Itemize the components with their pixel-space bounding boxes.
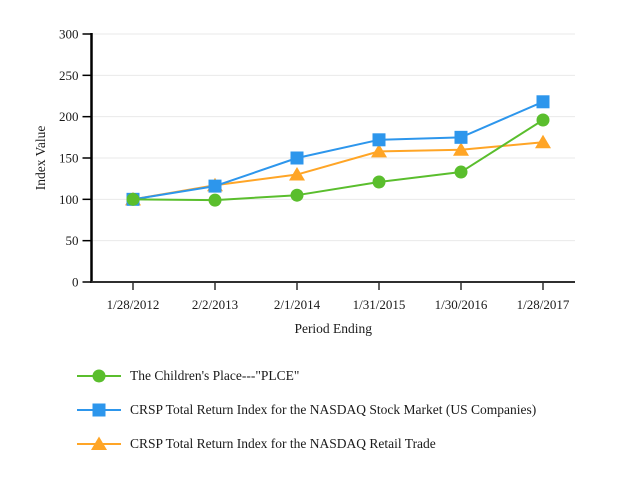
data-point-circle [126, 192, 140, 206]
data-point-square [536, 95, 550, 109]
y-tick-label: 300 [59, 27, 79, 42]
y-tick-label: 150 [59, 151, 79, 166]
legend-label-plce: The Children's Place---"PLCE" [130, 368, 300, 383]
series-2 [125, 134, 551, 206]
y-gridlines [92, 33, 575, 242]
data-point-square [92, 403, 106, 417]
series-0 [126, 113, 550, 207]
data-point-circle [536, 113, 550, 127]
y-tick-label: 250 [59, 68, 79, 83]
data-point-square [454, 130, 468, 144]
data-point-triangle [289, 167, 305, 181]
data-point-circle [454, 165, 468, 179]
legend-item-nasdaq-retail-trade: CRSP Total Return Index for the NASDAQ R… [77, 435, 536, 453]
x-axis-title: Period Ending [294, 321, 372, 336]
data-point-triangle [535, 134, 551, 149]
data-point-triangle [453, 142, 469, 156]
x-tick-label: 1/30/2016 [435, 297, 488, 312]
data-point-triangle [91, 436, 107, 450]
chart-legend: The Children's Place---"PLCE" CRSP Total… [77, 367, 536, 469]
x-tick-label: 2/1/2014 [274, 297, 321, 312]
y-tick-label: 0 [72, 275, 79, 290]
legend-label-nasdaq-retail-trade: CRSP Total Return Index for the NASDAQ R… [130, 436, 436, 451]
x-tick-label: 2/2/2013 [192, 297, 238, 312]
legend-marker-plce-circle-icon [77, 369, 121, 383]
data-point-circle [290, 188, 304, 202]
y-axis-ticks: 0 50 100 150 200 250 300 [59, 27, 92, 290]
series-1 [126, 95, 550, 206]
legend-marker-nasdaq-retail-triangle-icon [77, 436, 121, 450]
legend-marker-nasdaq-stock-square-icon [77, 403, 121, 417]
y-axis-title: Index Value [33, 126, 48, 191]
data-point-circle [92, 369, 106, 383]
y-tick-label: 100 [59, 192, 79, 207]
legend-item-plce: The Children's Place---"PLCE" [77, 367, 536, 385]
data-point-square [208, 179, 222, 193]
legend-label-nasdaq-stock-market: CRSP Total Return Index for the NASDAQ S… [130, 402, 537, 417]
y-tick-label: 50 [66, 233, 79, 248]
x-tick-label: 1/28/2017 [517, 297, 570, 312]
x-tick-label: 1/28/2012 [107, 297, 160, 312]
y-tick-label: 200 [59, 109, 79, 124]
data-point-square [290, 151, 304, 165]
x-axis-ticks: 1/28/2012 2/2/2013 2/1/2014 1/31/2015 1/30/2… [107, 282, 570, 312]
chart-plot-area: 0 50 100 150 200 250 300 1/28/2012 2/2/2013 2/1/2… [33, 27, 575, 336]
data-point-triangle [371, 143, 387, 158]
data-point-square [372, 133, 386, 147]
x-tick-label: 1/31/2015 [353, 297, 406, 312]
data-point-circle [372, 175, 386, 189]
legend-item-nasdaq-stock-market: CRSP Total Return Index for the NASDAQ S… [77, 401, 536, 419]
data-point-circle [208, 193, 222, 207]
